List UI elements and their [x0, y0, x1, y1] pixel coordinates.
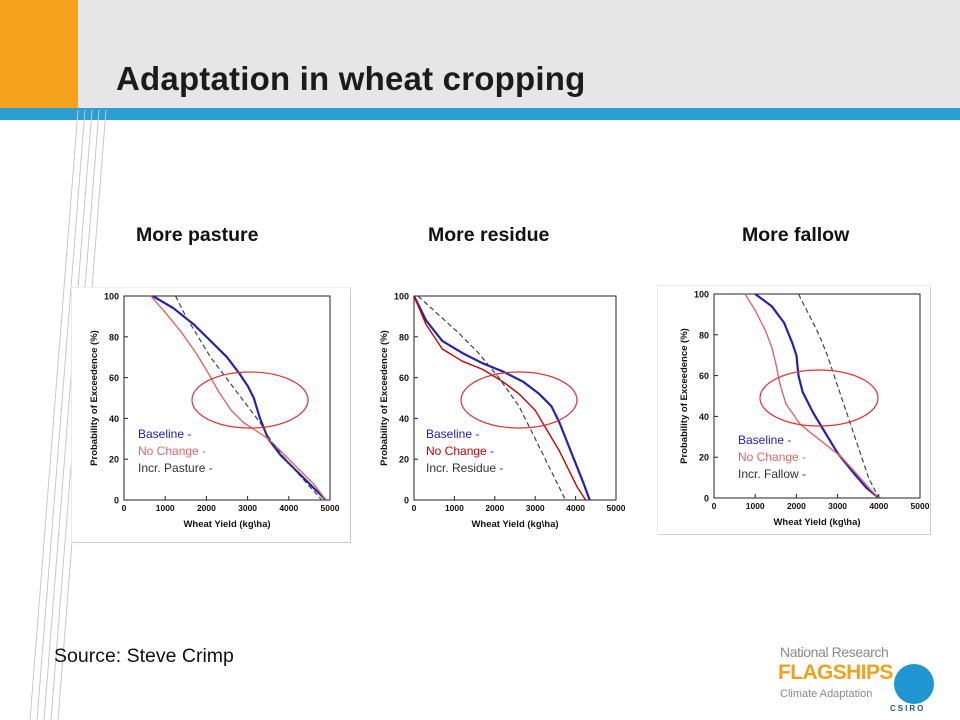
header-accent-block [0, 0, 78, 110]
y-tick-label: 100 [394, 292, 409, 302]
highlight-ellipse [460, 371, 578, 429]
y-tick-label: 20 [109, 455, 119, 465]
legend-label: Baseline - [738, 433, 791, 447]
x-axis-label: Wheat Yield (kg\ha) [471, 519, 558, 530]
x-tick-label: 2000 [485, 503, 504, 513]
y-tick-label: 0 [704, 494, 709, 504]
plot-frame [413, 295, 617, 501]
y-tick-label: 60 [399, 373, 409, 383]
panel-heading-pasture: More pasture [136, 224, 259, 246]
y-tick-label: 40 [109, 414, 119, 424]
logo-line-3: Climate Adaptation [780, 688, 873, 700]
header-rule [0, 108, 960, 120]
highlight-ellipse [759, 369, 879, 427]
x-tick-label: 1000 [156, 503, 175, 513]
x-tick-label: 1000 [746, 501, 765, 511]
legend-label: Incr. Fallow - [738, 467, 806, 481]
series-line [744, 293, 880, 499]
source-credit: Source: Steve Crimp [54, 645, 234, 667]
y-tick-label: 40 [699, 412, 709, 422]
series-line [413, 295, 587, 501]
legend-label: Incr. Residue - [426, 461, 503, 475]
plot-frame [123, 295, 331, 501]
flagships-logo: National Research FLAGSHIPS Climate Adap… [774, 636, 944, 720]
x-tick-label: 5000 [321, 503, 340, 513]
series-line [413, 295, 591, 501]
y-tick-label: 20 [399, 455, 409, 465]
legend-label: No Change - [138, 444, 206, 458]
x-tick-label: 2000 [197, 503, 216, 513]
x-tick-label: 5000 [911, 501, 930, 511]
highlight-ellipse [191, 371, 309, 429]
x-tick-label: 2000 [787, 501, 806, 511]
x-tick-label: 0 [412, 503, 417, 513]
y-tick-label: 0 [404, 496, 409, 506]
y-tick-label: 0 [114, 496, 119, 506]
y-tick-label: 80 [109, 332, 119, 342]
page-title: Adaptation in wheat cropping [116, 60, 586, 97]
y-tick-label: 20 [699, 453, 709, 463]
x-tick-label: 3000 [828, 501, 847, 511]
y-axis-label: Probability of Exceedence (%) [379, 330, 390, 466]
chart-panel-residue: 0 20 40 60 80 100 0 1000 2000 3000 4000 5000 Wheat Y… [372, 288, 634, 542]
x-axis-label: Wheat Yield (kg\ha) [183, 519, 270, 530]
y-tick-label: 100 [104, 292, 119, 302]
x-tick-label: 5000 [607, 503, 626, 513]
chart-panel-fallow: 0 20 40 60 80 100 0 1000 2000 3000 4000 5000 Wheat Y… [658, 286, 930, 534]
y-axis-label: Probability of Exceedence (%) [89, 330, 100, 466]
chart-panel-pasture: 0 20 40 60 80 100 0 1000 2000 3000 4000 5000 Wheat Y… [72, 288, 350, 542]
y-tick-label: 60 [109, 373, 119, 383]
y-tick-label: 80 [399, 332, 409, 342]
x-axis-label: Wheat Yield (kg\ha) [773, 517, 860, 528]
series-line [150, 295, 327, 501]
y-tick-label: 100 [694, 290, 709, 300]
y-tick-label: 40 [399, 414, 409, 424]
logo-line-1: National Research [780, 644, 889, 660]
header-band [0, 0, 960, 108]
x-tick-label: 0 [122, 503, 127, 513]
x-tick-label: 3000 [238, 503, 257, 513]
logo-line-2: FLAGSHIPS [778, 661, 893, 684]
legend-label: Baseline - [138, 427, 191, 441]
y-axis-label: Probability of Exceedence (%) [679, 328, 690, 464]
legend-label: No Change - [426, 444, 494, 458]
decorative-stripes [29, 109, 107, 720]
plot-frame [713, 293, 921, 499]
x-tick-label: 0 [712, 501, 717, 511]
legend-label: Incr. Pasture - [138, 461, 213, 475]
x-tick-label: 4000 [869, 501, 888, 511]
panel-heading-fallow: More fallow [742, 224, 850, 246]
x-tick-label: 4000 [279, 503, 298, 513]
series-line [754, 293, 880, 499]
x-tick-label: 4000 [566, 503, 585, 513]
x-tick-label: 3000 [526, 503, 545, 513]
legend-label: Baseline - [426, 427, 479, 441]
series-line [417, 295, 567, 501]
csiro-logo-icon [894, 664, 934, 704]
series-line [174, 295, 323, 501]
legend-label: No Change - [738, 450, 806, 464]
logo-org: CSIRO [890, 704, 926, 713]
panel-heading-residue: More residue [428, 224, 550, 246]
x-tick-label: 1000 [445, 503, 464, 513]
y-tick-label: 60 [699, 371, 709, 381]
series-line [797, 293, 880, 499]
y-tick-label: 80 [699, 330, 709, 340]
